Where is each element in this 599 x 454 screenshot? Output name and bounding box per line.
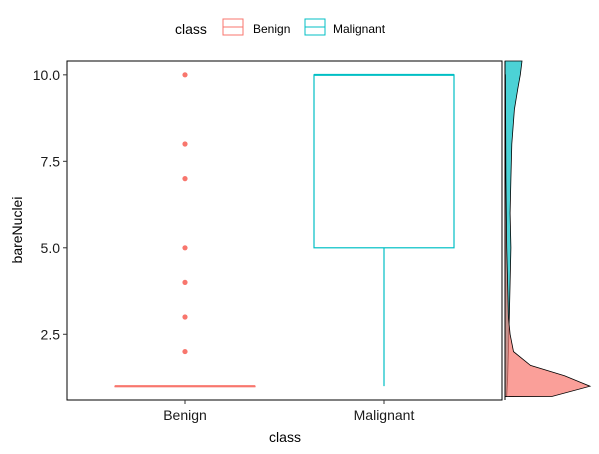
y-axis-title: bareNuclei (9, 197, 25, 264)
outlier-point-benign (182, 72, 188, 78)
outlier-point-benign (182, 279, 188, 285)
marginal-density (504, 60, 592, 400)
outlier-point-benign (182, 314, 188, 320)
boxes-layer (114, 72, 455, 388)
legend-label-benign: Benign (253, 22, 290, 36)
outlier-point-benign (182, 176, 188, 182)
y-tick-label: 5.0 (41, 240, 61, 256)
legend-item-malignant: Malignant (304, 18, 386, 36)
box-malignant (313, 74, 455, 249)
y-tick-label: 7.5 (41, 153, 61, 169)
x-axis: Benign Malignant (163, 400, 414, 423)
x-tick-benign: Benign (163, 407, 207, 423)
legend-title: class (175, 21, 207, 37)
legend-label-malignant: Malignant (333, 22, 386, 36)
legend: class Benign Malignant (175, 18, 386, 37)
density-area-benign (504, 74, 592, 397)
x-axis-title: class (269, 429, 301, 445)
outlier-point-benign (182, 348, 188, 355)
y-tick-label: 2.5 (41, 326, 61, 342)
y-tick-label: 10.0 (33, 67, 60, 83)
outlier-point-benign (182, 141, 188, 147)
legend-item-benign: Benign (222, 18, 290, 36)
y-axis: 2.5 5.0 7.5 10.0 (33, 67, 67, 342)
outlier-point-benign (182, 245, 188, 251)
x-tick-malignant: Malignant (354, 407, 415, 423)
